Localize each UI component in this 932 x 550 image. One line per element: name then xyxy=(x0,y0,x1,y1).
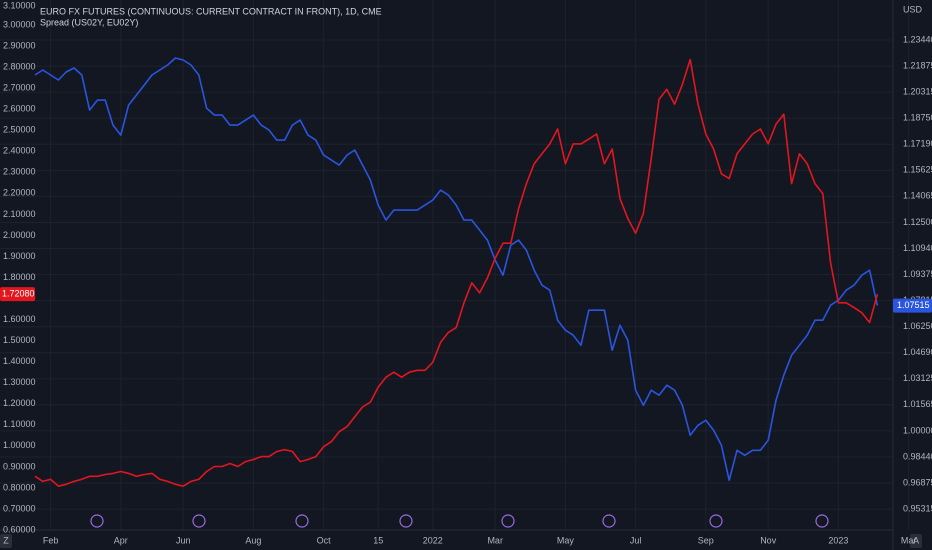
y-tick-label: 1.20000 xyxy=(3,398,36,408)
event-icon[interactable] xyxy=(501,514,515,528)
y2-tick-label: 1.03125 xyxy=(903,373,932,383)
y-tick-label: 1.10000 xyxy=(3,419,36,429)
y-tick-label: 0.60000 xyxy=(3,524,36,534)
x-tick-label: Jun xyxy=(176,535,191,545)
price-label-box xyxy=(893,298,932,313)
y-tick-label: 2.00000 xyxy=(3,230,36,240)
y2-tick-label: 0.98440 xyxy=(903,451,932,461)
y2-tick-label: 1.18750 xyxy=(903,113,932,123)
x-tick-label: Sep xyxy=(698,535,714,545)
event-icon[interactable] xyxy=(709,514,723,528)
x-tick-label: May xyxy=(557,535,575,545)
y-tick-label: 1.30000 xyxy=(3,377,36,387)
y-tick-label: 2.50000 xyxy=(3,125,36,135)
x-tick-label: Aug xyxy=(245,535,261,545)
x-tick-label: Nov xyxy=(760,535,777,545)
y-tick-label: 1.80000 xyxy=(3,272,36,282)
y2-tick-label: 1.20315 xyxy=(903,87,932,97)
x-tick-label: Mar xyxy=(487,535,503,545)
x-tick-label: Mar xyxy=(901,535,917,545)
y2-tick-label: 1.04690 xyxy=(903,347,932,357)
x-tick-label: Jul xyxy=(630,535,642,545)
event-icon[interactable] xyxy=(399,514,413,528)
y2-tick-label: 1.09375 xyxy=(903,269,932,279)
event-icon[interactable] xyxy=(192,514,206,528)
y-tick-label: 1.40000 xyxy=(3,356,36,366)
scale-button-label[interactable]: A xyxy=(913,535,919,545)
event-icon[interactable] xyxy=(815,514,829,528)
series-line xyxy=(34,57,879,482)
y-tick-label: 0.70000 xyxy=(3,503,36,513)
x-tick-label: Oct xyxy=(317,535,332,545)
price-label: 1.72080 xyxy=(2,289,35,299)
grid xyxy=(0,0,910,530)
event-icon[interactable] xyxy=(602,514,616,528)
x-tick-label: 15 xyxy=(373,535,383,545)
scale-button[interactable] xyxy=(910,534,922,548)
legend-spread: Spread (US02Y, EU02Y) xyxy=(40,17,138,27)
y2-tick-label: 1.21875 xyxy=(903,60,932,70)
x-tick-label: 2023 xyxy=(828,535,848,545)
y2-unit: USD xyxy=(903,4,923,14)
y-tick-label: 2.70000 xyxy=(3,83,36,93)
y-tick-label: 2.10000 xyxy=(3,209,36,219)
y-tick-label: 1.50000 xyxy=(3,335,36,345)
y2-tick-label: 0.96875 xyxy=(903,477,932,487)
y-tick-label: 2.20000 xyxy=(3,188,36,198)
price-label-box xyxy=(0,287,35,302)
y2-tick-label: 1.14065 xyxy=(903,191,932,201)
event-icons xyxy=(90,514,829,528)
legend-main: EURO FX FUTURES (CONTINUOUS: CURRENT CON… xyxy=(40,6,382,16)
y-tick-label: 2.90000 xyxy=(3,40,36,50)
y2-tick-label: 1.15625 xyxy=(903,165,932,175)
y-tick-label: 0.80000 xyxy=(3,482,36,492)
series-line xyxy=(34,58,879,487)
y-tick-label: 3.10000 xyxy=(3,0,36,10)
price-label: 1.07515 xyxy=(897,300,930,310)
x-tick-label: 2022 xyxy=(423,535,443,545)
y-tick-label: 1.60000 xyxy=(3,314,36,324)
plot xyxy=(34,57,879,487)
x-tick-label: Apr xyxy=(114,535,128,545)
event-icon[interactable] xyxy=(295,514,309,528)
y2-tick-label: 1.01565 xyxy=(903,399,932,409)
y-tick-label: 2.40000 xyxy=(3,146,36,156)
y-tick-label: 2.80000 xyxy=(3,61,36,71)
y2-tick-label: 0.95315 xyxy=(903,503,932,513)
x-tick-label: Feb xyxy=(43,535,59,545)
y2-tick-label: 1.17190 xyxy=(903,139,932,149)
y-tick-label: 1.00000 xyxy=(3,440,36,450)
y-tick-label: 1.90000 xyxy=(3,251,36,261)
y2-tick-label: 1.12500 xyxy=(903,217,932,227)
event-icon[interactable] xyxy=(90,514,104,528)
scale-button-label[interactable]: Z xyxy=(3,535,9,545)
y-tick-label: 2.60000 xyxy=(3,104,36,114)
y-tick-label: 3.00000 xyxy=(3,19,36,29)
y-tick-label: 2.30000 xyxy=(3,167,36,177)
y2-tick-label: 1.10940 xyxy=(903,243,932,253)
scale-button[interactable] xyxy=(0,534,12,548)
y2-tick-label: 1.00000 xyxy=(903,425,932,435)
y-tick-label: 0.90000 xyxy=(3,461,36,471)
y2-tick-label: 1.06250 xyxy=(903,321,932,331)
